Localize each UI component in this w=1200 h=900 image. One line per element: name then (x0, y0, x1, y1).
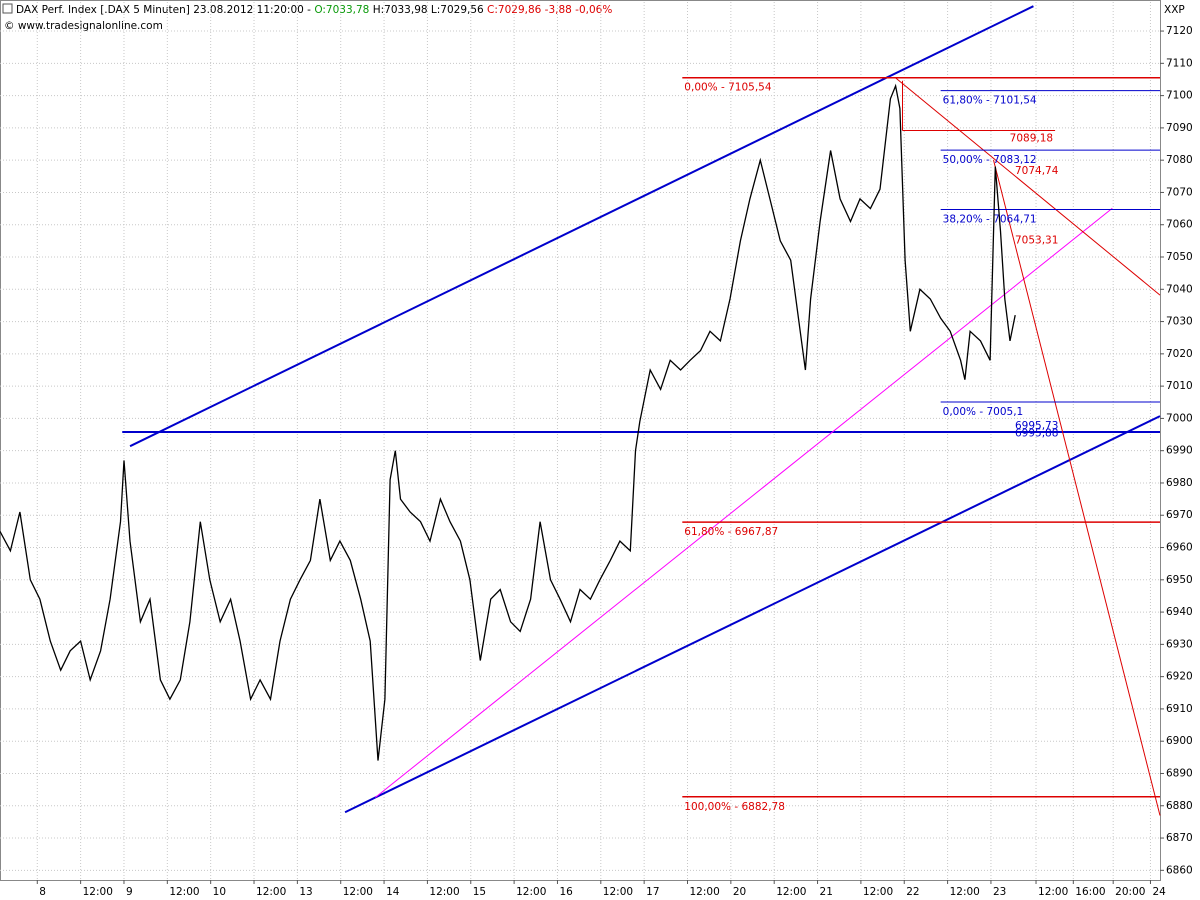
price-label: 7074,74 (1015, 165, 1059, 177)
y-tick-label: 6990 (1166, 445, 1193, 457)
y-tick-label: 6940 (1166, 606, 1193, 618)
trend-line (993, 160, 1161, 816)
x-tick-label: 12:00 (169, 886, 199, 898)
y-tick-label: 7090 (1166, 122, 1193, 134)
x-tick-label: 12:00 (690, 886, 720, 898)
y-tick-label: 7000 (1166, 412, 1193, 424)
y-tick-label: 7030 (1166, 316, 1193, 328)
x-tick-label: 16:00 (1075, 886, 1105, 898)
level-label: 61,80% - 6967,87 (684, 526, 778, 538)
price-line (0, 83, 1016, 761)
y-tick-label: 7010 (1166, 380, 1193, 392)
y-tick-label: 6970 (1166, 509, 1193, 521)
y-tick-label: 6930 (1166, 638, 1193, 650)
price (0, 83, 1016, 761)
x-tick-label: 12:00 (516, 886, 546, 898)
y-tick-label: 7050 (1166, 251, 1193, 263)
x-tick-label: 12:00 (343, 886, 373, 898)
x-tick-label: 8 (39, 886, 46, 898)
price-label: 7053,31 (1015, 234, 1058, 246)
corner-label: XXP (1164, 4, 1185, 16)
x-tick-label: 14 (386, 886, 400, 898)
x-tick-label: 20:00 (1115, 886, 1145, 898)
x-tick-label: 21 (820, 886, 833, 898)
y-tick-label: 7120 (1166, 25, 1193, 37)
x-tick-label: 12:00 (83, 886, 113, 898)
y-tick-label: 7070 (1166, 186, 1193, 198)
y-tick-label: 7040 (1166, 283, 1193, 295)
y-tick-label: 6880 (1166, 800, 1193, 812)
level-label: 50,00% - 7083,12 (943, 154, 1037, 166)
level-label: 0,00% - 7105,54 (684, 82, 772, 94)
y-tick-label: 6900 (1166, 735, 1193, 747)
x-tick-label: 23 (993, 886, 1006, 898)
y-tick-label: 7060 (1166, 219, 1193, 231)
x-tick-label: 24 (1152, 886, 1166, 898)
trend-line (895, 77, 1161, 296)
subtitle: © www.tradesignalonline.com (4, 20, 163, 32)
x-tick-label: 15 (473, 886, 486, 898)
x-tick-label: 17 (646, 886, 659, 898)
x-tick-label: 16 (559, 886, 573, 898)
y-tick-label: 6960 (1166, 542, 1193, 554)
level-label: 7089,18 (1010, 133, 1053, 145)
y-tick-label: 6860 (1166, 864, 1193, 876)
x-tick-label: 10 (213, 886, 226, 898)
level-label: 0,00% - 7005,1 (943, 406, 1024, 418)
y-tick-label: 7100 (1166, 90, 1193, 102)
chart-title: DAX Perf. Index [.DAX 5 Minuten] 23.08.2… (16, 4, 612, 16)
open-label: O:7033,78 (314, 4, 369, 16)
trend-line (129, 5, 1034, 448)
hl-label: H:7033,98 L:7029,56 (373, 4, 484, 16)
price-label: 6995,73 (1015, 420, 1058, 432)
y-tick-label: 7080 (1166, 154, 1193, 166)
trend-line (344, 415, 1161, 814)
drawings: 0,00% - 7105,54 61,80% - 6967,87 100,00% -… (122, 5, 1161, 816)
x-tick-label: 22 (906, 886, 919, 898)
y-tick-label: 7020 (1166, 348, 1193, 360)
price-label: 6995,88 (1015, 428, 1058, 440)
title-text: DAX Perf. Index [.DAX 5 Minuten] 23.08.2… (16, 4, 311, 16)
level-label: 38,20% - 7064,71 (943, 214, 1037, 226)
y-tick-label: 6870 (1166, 832, 1193, 844)
y-tick-label: 6920 (1166, 671, 1193, 683)
y-tick-label: 6910 (1166, 703, 1193, 715)
y-tick-label: 6950 (1166, 574, 1193, 586)
plot-frame (0, 0, 1161, 881)
y-tick-label: 6890 (1166, 767, 1193, 779)
x-tick-label: 12:00 (776, 886, 806, 898)
x-tick-label: 12:00 (863, 886, 893, 898)
x-tick-label: 12:00 (1038, 886, 1068, 898)
close-label: C:7029,86 -3,88 -0,06% (487, 4, 612, 16)
y-tick-label: 7110 (1166, 57, 1193, 69)
x-tick-label: 12:00 (603, 886, 633, 898)
x-tick-label: 13 (299, 886, 312, 898)
x-tick-label: 12:00 (256, 886, 286, 898)
x-tick-label: 12:00 (950, 886, 980, 898)
x-tick-label: 12:00 (429, 886, 459, 898)
header-icon (2, 3, 13, 14)
trend-line (375, 207, 1113, 798)
x-tick-label: 9 (126, 886, 133, 898)
level-label: 100,00% - 6882,78 (684, 801, 785, 813)
x-tick-label: 20 (733, 886, 746, 898)
level-label: 61,80% - 7101,54 (943, 95, 1037, 107)
y-tick-label: 6980 (1166, 477, 1193, 489)
